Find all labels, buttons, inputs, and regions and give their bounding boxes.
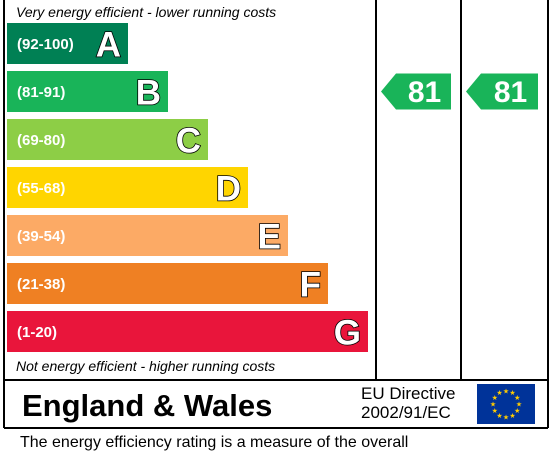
current-rating-value: 81 (408, 76, 441, 109)
potential-rating: 81 (466, 73, 538, 110)
band-d: (55-68) D (7, 167, 248, 209)
band-d-bar (7, 167, 248, 208)
eu-star-icon: ★ (514, 394, 520, 402)
band-c-letter: C (176, 122, 201, 161)
band-d-letter: D (216, 170, 241, 209)
band-b-bar (7, 71, 168, 112)
eu-star-icon: ★ (514, 407, 520, 415)
band-b-range: (81-91) (17, 84, 65, 101)
band-e-bar (7, 215, 288, 256)
band-a: (92-100) A (7, 23, 128, 65)
eu-flag-icon: ★ ★★★★★★★★★★★ (477, 384, 535, 424)
bands: (92-100) A (81-91) B (69-80) C (55-68) D (39-54)… (7, 23, 368, 353)
band-f-range: (21-38) (17, 276, 65, 293)
band-g-letter: G (334, 314, 361, 353)
bottom-note: Not energy efficient - higher running co… (16, 358, 276, 374)
current-rating: 81 (381, 73, 451, 110)
top-note: Very energy efficient - lower running co… (16, 4, 277, 20)
band-f-bar (7, 263, 328, 304)
directive-line2: 2002/91/EC (361, 403, 451, 422)
band-c: (69-80) C (7, 119, 208, 161)
continuation-text: The energy efficiency rating is a measur… (20, 434, 409, 451)
eu-star-icon: ★ (490, 401, 496, 409)
eu-star-icon: ★ (492, 394, 498, 402)
current-rating-arrow (381, 73, 451, 110)
band-b-letter: B (136, 74, 161, 113)
band-g-range: (1-20) (17, 324, 57, 341)
band-a-letter: A (96, 26, 121, 65)
eu-star-icon: ★ (516, 401, 522, 409)
band-e-letter: E (258, 218, 281, 257)
eu-star-icon: ★ (503, 388, 509, 396)
eu-star-icon: ★ (503, 414, 509, 422)
band-g: (1-20) G (7, 311, 368, 353)
eu-star-icon: ★ (492, 407, 498, 415)
eu-star-icon: ★ (496, 412, 502, 420)
band-f-letter: F (300, 266, 321, 305)
ratings: 81 81 (381, 73, 538, 110)
band-b: (81-91) B (7, 71, 168, 113)
eu-star-icon: ★ (509, 412, 515, 420)
band-e: (39-54) E (7, 215, 288, 257)
band-a-bar (7, 23, 128, 64)
potential-rating-value: 81 (494, 76, 527, 109)
band-c-range: (69-80) (17, 132, 65, 149)
band-g-bar (7, 311, 368, 352)
directive-line1: EU Directive (361, 384, 456, 403)
eu-star-icon: ★ (509, 389, 515, 397)
band-c-bar (7, 119, 208, 160)
band-a-range: (92-100) (17, 36, 74, 53)
band-d-range: (55-68) (17, 180, 65, 197)
region-title: England & Wales (22, 388, 273, 423)
eu-directive: EU Directive 2002/91/EC (361, 384, 455, 422)
band-f: (21-38) F (7, 263, 328, 305)
potential-rating-arrow (466, 73, 538, 110)
eu-star-icon: ★ (496, 389, 502, 397)
band-e-range: (39-54) (17, 228, 65, 245)
